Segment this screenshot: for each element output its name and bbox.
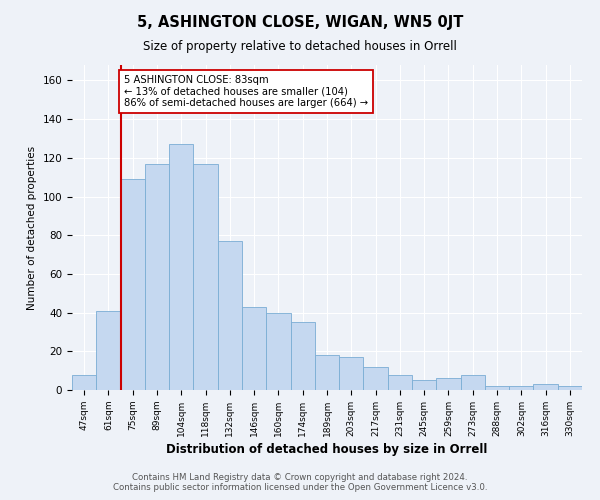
X-axis label: Distribution of detached houses by size in Orrell: Distribution of detached houses by size …	[166, 443, 488, 456]
Bar	[509, 386, 533, 390]
Bar	[242, 307, 266, 390]
Bar	[145, 164, 169, 390]
Text: Contains HM Land Registry data © Crown copyright and database right 2024.
Contai: Contains HM Land Registry data © Crown c…	[113, 473, 487, 492]
Bar	[558, 386, 582, 390]
Bar	[315, 355, 339, 390]
Bar	[72, 374, 96, 390]
Bar	[436, 378, 461, 390]
Text: 5 ASHINGTON CLOSE: 83sqm
← 13% of detached houses are smaller (104)
86% of semi-: 5 ASHINGTON CLOSE: 83sqm ← 13% of detach…	[124, 74, 368, 108]
Y-axis label: Number of detached properties: Number of detached properties	[27, 146, 37, 310]
Text: 5, ASHINGTON CLOSE, WIGAN, WN5 0JT: 5, ASHINGTON CLOSE, WIGAN, WN5 0JT	[137, 15, 463, 30]
Bar	[388, 374, 412, 390]
Bar	[96, 310, 121, 390]
Bar	[339, 357, 364, 390]
Text: Size of property relative to detached houses in Orrell: Size of property relative to detached ho…	[143, 40, 457, 53]
Bar	[218, 241, 242, 390]
Bar	[193, 164, 218, 390]
Bar	[364, 367, 388, 390]
Bar	[461, 374, 485, 390]
Bar	[533, 384, 558, 390]
Bar	[412, 380, 436, 390]
Bar	[485, 386, 509, 390]
Bar	[266, 312, 290, 390]
Bar	[169, 144, 193, 390]
Bar	[290, 322, 315, 390]
Bar	[121, 179, 145, 390]
